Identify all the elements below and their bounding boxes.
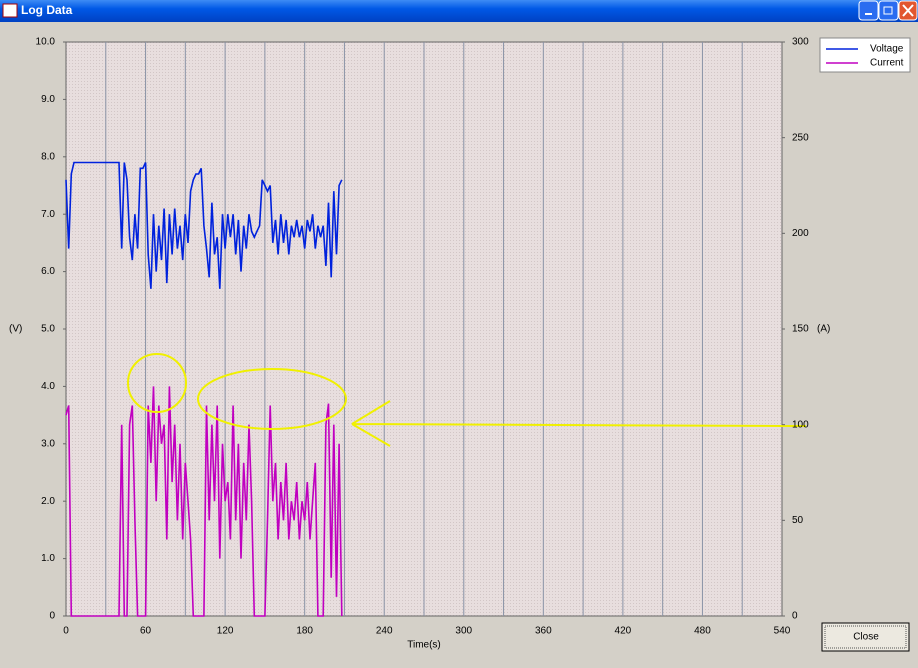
legend-label: Voltage <box>870 44 904 55</box>
x-tick-label: 240 <box>376 626 393 637</box>
y-tick-label: 3.0 <box>41 438 55 449</box>
y-tick-label: 7.0 <box>41 209 55 220</box>
close-button-label[interactable]: Close <box>853 632 879 643</box>
minimize-icon <box>865 13 872 15</box>
y-tick-label: 5.0 <box>41 324 55 335</box>
annotation-circle <box>127 353 187 413</box>
y2-tick-label: 250 <box>792 132 809 143</box>
y2-tick-label: 150 <box>792 324 809 335</box>
title-bar <box>0 0 918 22</box>
y2-axis-label: (A) <box>817 324 830 335</box>
app-icon <box>2 3 18 18</box>
legend <box>819 37 911 73</box>
x-tick-label: 60 <box>140 626 152 637</box>
y-tick-label: 10.0 <box>36 37 56 48</box>
legend-label: Current <box>870 58 904 69</box>
x-tick-label: 180 <box>296 626 313 637</box>
close-button[interactable] <box>821 622 910 652</box>
y-axis-label: (V) <box>9 324 22 335</box>
y-tick-label: 9.0 <box>41 94 55 105</box>
x-tick-label: 420 <box>615 626 632 637</box>
restore-icon <box>883 6 893 15</box>
y2-tick-label: 200 <box>792 228 809 239</box>
close-icon <box>902 4 914 17</box>
y2-tick-label: 50 <box>792 515 804 526</box>
series-line <box>65 386 343 617</box>
y-tick-label: 2.0 <box>41 496 55 507</box>
y2-tick-label: 300 <box>792 37 809 48</box>
y-tick-label: 4.0 <box>41 381 55 392</box>
y-tick-label: 6.0 <box>41 266 55 277</box>
annotation-arrow <box>351 400 783 447</box>
x-tick-label: 360 <box>535 626 552 637</box>
plot-marks <box>65 42 743 617</box>
restore-button[interactable] <box>878 0 899 21</box>
x-tick-label: 0 <box>63 626 69 637</box>
focus-rect <box>824 625 907 649</box>
series-line <box>65 161 343 289</box>
x-axis-label: Time(s) <box>407 640 441 651</box>
y2-tick-label: 100 <box>792 419 809 430</box>
x-tick-label: 540 <box>774 626 791 637</box>
x-tick-label: 480 <box>694 626 711 637</box>
annotation-ellipse <box>197 368 347 430</box>
x-tick-label: 300 <box>455 626 472 637</box>
y-tick-label: 8.0 <box>41 151 55 162</box>
minimize-button[interactable] <box>858 0 879 21</box>
x-tick-label: 120 <box>217 626 234 637</box>
y-tick-label: 1.0 <box>41 553 55 564</box>
window-title: Log Data <box>21 3 73 17</box>
y2-tick-label: 0 <box>792 611 798 622</box>
y-tick-label: 0 <box>49 611 55 622</box>
